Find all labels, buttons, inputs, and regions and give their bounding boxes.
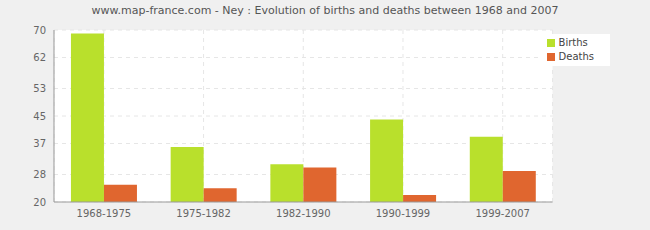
svg-text:62: 62	[33, 52, 46, 63]
html-text:Births: Births	[558, 37, 588, 48]
svg-text:45: 45	[33, 111, 46, 122]
svg-text:1999-2007: 1999-2007	[475, 208, 530, 219]
svg-text:20: 20	[33, 197, 46, 208]
svg-text:1982-1990: 1982-1990	[276, 208, 331, 219]
svg-text:1975-1982: 1975-1982	[176, 208, 231, 219]
svg-text:1968-1975: 1968-1975	[77, 208, 132, 219]
svg-text:70: 70	[33, 25, 46, 36]
html-text:www.map-france.com - Ney : Evo: www.map-france.com - Ney : Evolution of …	[91, 4, 559, 17]
svg-text:1990-1999: 1990-1999	[376, 208, 431, 219]
svg-text:53: 53	[33, 83, 46, 94]
svg-text:28: 28	[33, 169, 46, 180]
svg-text:37: 37	[33, 138, 46, 149]
html-text:Deaths: Deaths	[558, 51, 594, 62]
